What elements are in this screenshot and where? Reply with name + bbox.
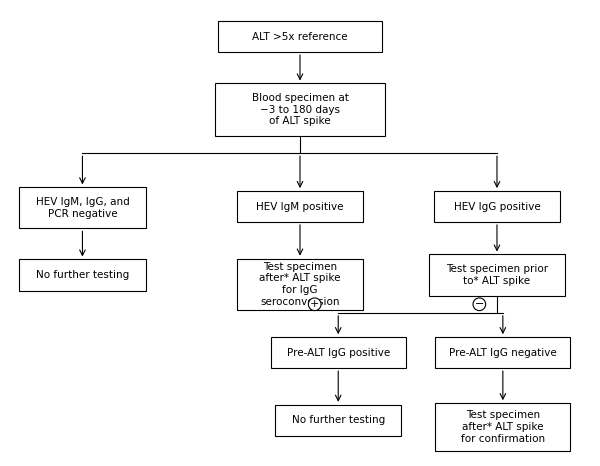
FancyBboxPatch shape [19,260,146,290]
FancyBboxPatch shape [237,259,363,310]
Text: −: − [475,299,484,309]
FancyBboxPatch shape [215,83,385,136]
Text: HEV IgM, IgG, and
PCR negative: HEV IgM, IgG, and PCR negative [35,197,130,219]
FancyBboxPatch shape [218,21,382,52]
Text: Blood specimen at
−3 to 180 days
of ALT spike: Blood specimen at −3 to 180 days of ALT … [251,93,349,126]
FancyBboxPatch shape [434,191,560,222]
Text: Pre-ALT IgG negative: Pre-ALT IgG negative [449,348,557,357]
Text: Test specimen prior
to* ALT spike: Test specimen prior to* ALT spike [446,264,548,286]
Text: Pre-ALT IgG positive: Pre-ALT IgG positive [287,348,390,357]
FancyBboxPatch shape [19,187,146,228]
Text: HEV IgM positive: HEV IgM positive [256,201,344,212]
FancyBboxPatch shape [430,254,565,295]
FancyBboxPatch shape [435,337,571,368]
FancyBboxPatch shape [271,337,406,368]
FancyBboxPatch shape [237,191,363,222]
Text: ALT >5x reference: ALT >5x reference [252,32,348,41]
Text: Test specimen
after* ALT spike
for IgG
seroconversion: Test specimen after* ALT spike for IgG s… [259,262,341,307]
Text: +: + [310,299,319,309]
FancyBboxPatch shape [435,403,571,451]
FancyBboxPatch shape [275,404,401,436]
Text: Test specimen
after* ALT spike
for confirmation: Test specimen after* ALT spike for confi… [461,411,545,444]
Text: No further testing: No further testing [36,270,129,280]
Text: No further testing: No further testing [292,415,385,425]
Text: HEV IgG positive: HEV IgG positive [454,201,541,212]
